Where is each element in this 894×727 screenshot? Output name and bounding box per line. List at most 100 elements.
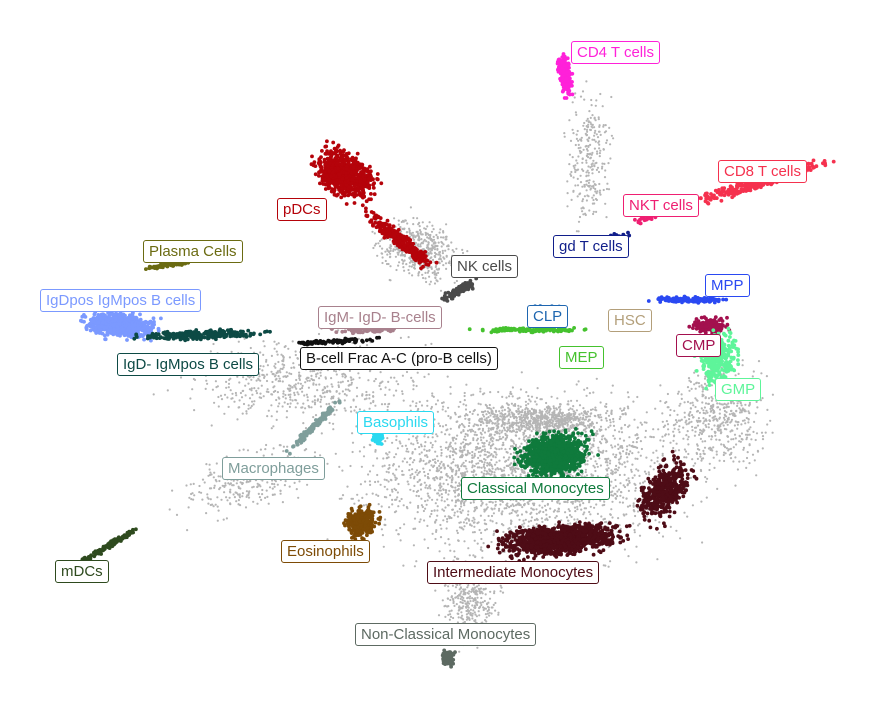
- background-point: [707, 426, 710, 429]
- background-point: [553, 409, 556, 412]
- background-point: [504, 437, 507, 440]
- background-point: [418, 271, 421, 274]
- background-point: [497, 509, 501, 512]
- background-point: [761, 438, 765, 441]
- background-point: [614, 497, 618, 500]
- background-point: [426, 499, 429, 502]
- background-point: [598, 155, 601, 158]
- background-point: [685, 434, 688, 437]
- background-point: [483, 466, 486, 470]
- background-point: [470, 524, 473, 527]
- background-point: [612, 417, 615, 421]
- background-point: [288, 485, 291, 488]
- background-point: [610, 444, 613, 447]
- background-point: [256, 485, 259, 489]
- background-point: [460, 465, 463, 468]
- background-point: [682, 437, 685, 440]
- background-point: [350, 381, 353, 384]
- background-point: [278, 402, 281, 405]
- background-point: [612, 434, 615, 437]
- background-point: [635, 437, 639, 440]
- background-point: [255, 451, 258, 454]
- background-point: [301, 384, 304, 387]
- background-point: [241, 412, 244, 415]
- background-point: [607, 188, 611, 191]
- background-point: [421, 505, 424, 509]
- background-point: [468, 590, 471, 593]
- background-point: [445, 472, 448, 476]
- background-point: [509, 445, 513, 448]
- background-point: [458, 583, 461, 586]
- background-point: [589, 408, 593, 411]
- background-point: [461, 614, 464, 617]
- background-point: [511, 445, 514, 448]
- background-point: [426, 225, 429, 228]
- background-point: [295, 387, 298, 390]
- background-point: [225, 386, 228, 389]
- background-point: [434, 450, 437, 453]
- background-point: [591, 519, 594, 522]
- background-point: [589, 505, 592, 508]
- background-point: [589, 156, 593, 159]
- background-point: [483, 431, 487, 434]
- background-point: [628, 436, 631, 439]
- background-point: [320, 432, 323, 435]
- background-point: [469, 501, 472, 504]
- background-point: [680, 393, 683, 396]
- background-point: [578, 404, 582, 407]
- background-point: [591, 202, 595, 205]
- background-point: [231, 397, 234, 400]
- background-point: [520, 442, 523, 445]
- background-point: [415, 402, 418, 405]
- background-point: [227, 405, 230, 408]
- background-point: [601, 451, 604, 454]
- background-point: [429, 487, 432, 490]
- background-point: [192, 482, 195, 485]
- background-point: [397, 533, 400, 536]
- background-point: [357, 337, 360, 340]
- background-point: [430, 256, 433, 259]
- background-point: [270, 415, 273, 418]
- background-point: [600, 438, 604, 441]
- background-point: [502, 469, 505, 472]
- background-point: [376, 254, 379, 257]
- background-point: [323, 395, 326, 398]
- background-point: [502, 456, 505, 459]
- background-point: [625, 497, 628, 500]
- background-point: [669, 414, 672, 417]
- background-point: [396, 251, 399, 254]
- background-point: [460, 617, 464, 620]
- background-point: [512, 467, 516, 470]
- background-point: [501, 510, 504, 513]
- background-point: [515, 500, 518, 503]
- background-point: [467, 584, 470, 587]
- background-point: [340, 497, 343, 500]
- background-point: [386, 408, 389, 412]
- background-point: [526, 501, 529, 504]
- background-point: [328, 402, 331, 405]
- background-point: [683, 448, 687, 451]
- background-point: [428, 221, 431, 224]
- background-point: [676, 413, 679, 416]
- background-point: [637, 524, 640, 527]
- background-point: [369, 483, 372, 486]
- background-point: [306, 379, 309, 382]
- background-point: [480, 546, 483, 549]
- background-point: [361, 496, 364, 499]
- background-point: [539, 433, 542, 436]
- background-point: [738, 411, 742, 414]
- background-point: [589, 166, 592, 169]
- background-point: [484, 613, 487, 616]
- background-point: [701, 390, 704, 393]
- background-point: [287, 347, 290, 350]
- background-point: [585, 133, 589, 137]
- background-point: [609, 459, 612, 462]
- background-point: [488, 469, 491, 472]
- background-point: [475, 473, 478, 476]
- background-point: [568, 514, 572, 517]
- background-point: [645, 472, 648, 475]
- background-point: [412, 388, 415, 391]
- background-point: [614, 478, 617, 482]
- background-point: [494, 500, 497, 503]
- background-point: [486, 461, 489, 465]
